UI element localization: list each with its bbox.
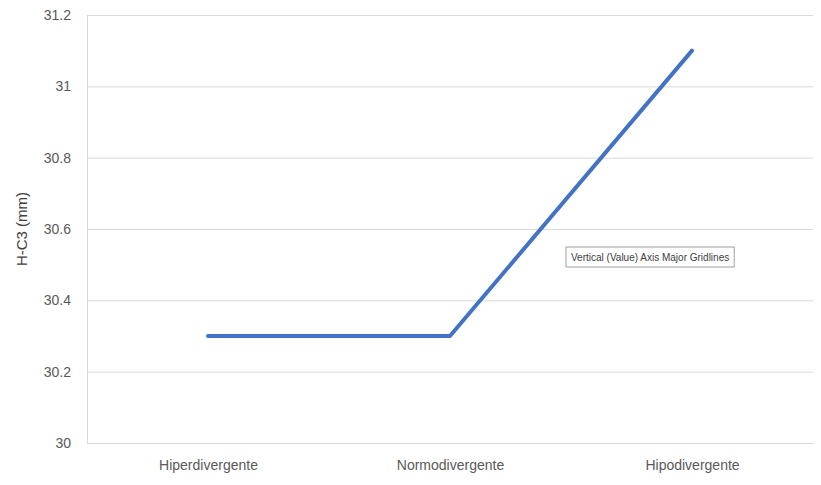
x-axis: Hiperdivergente Normodivergente Hipodiverg…	[88, 443, 814, 473]
y-tick: 30.2	[44, 364, 813, 380]
x-axis-line	[88, 443, 814, 444]
y-tick: 31	[55, 78, 813, 94]
annotation-text: Vertical (Value) Axis Major Gridlines	[571, 252, 729, 263]
x-tick-label: Hiperdivergente	[159, 457, 258, 473]
grid-line	[87, 158, 813, 159]
marks	[208, 51, 692, 336]
y-tick-label: 30.6	[44, 221, 71, 237]
y-axis-line	[88, 16, 814, 444]
y-tick: 30.6	[44, 221, 813, 237]
annotation-box	[566, 247, 734, 267]
x-tick: Hiperdivergente	[159, 443, 258, 473]
x-tick-label: Normodivergente	[397, 457, 505, 473]
grid-line	[87, 229, 813, 230]
x-tick: Hipodivergente	[645, 443, 739, 473]
y-tick-label: 30.8	[44, 150, 71, 166]
grid-line	[87, 15, 813, 16]
y-tick: 30.4	[44, 292, 813, 308]
y-axis-title: H-C3 (mm)	[13, 192, 30, 266]
annotation: Vertical (Value) Axis Major Gridlines	[566, 247, 734, 267]
y-tick: 31.2	[44, 7, 813, 23]
plot: 30 30.2 30.4 30.6 30.8 31 31.2 Hiperdivergente N…	[44, 7, 814, 473]
x-tick-label: Hipodivergente	[645, 457, 739, 473]
line	[208, 51, 692, 336]
y-tick: 30	[55, 435, 813, 451]
grid-line	[87, 300, 813, 301]
grid-line	[87, 443, 813, 444]
y-tick-label: 31	[55, 78, 71, 94]
x-tick: Normodivergente	[397, 443, 505, 473]
y-tick-label: 30.4	[44, 292, 71, 308]
y-tick-label: 30.2	[44, 364, 71, 380]
y-axis: 30 30.2 30.4 30.6 30.8 31 31.2	[44, 7, 813, 451]
chart: 30 30.2 30.4 30.6 30.8 31 31.2 Hiperdivergente N…	[0, 0, 821, 485]
y-tick-label: 31.2	[44, 7, 71, 23]
y-tick-label: 30	[55, 435, 71, 451]
grid-line	[87, 372, 813, 373]
y-tick: 30.8	[44, 150, 813, 166]
grid-line	[87, 86, 813, 87]
